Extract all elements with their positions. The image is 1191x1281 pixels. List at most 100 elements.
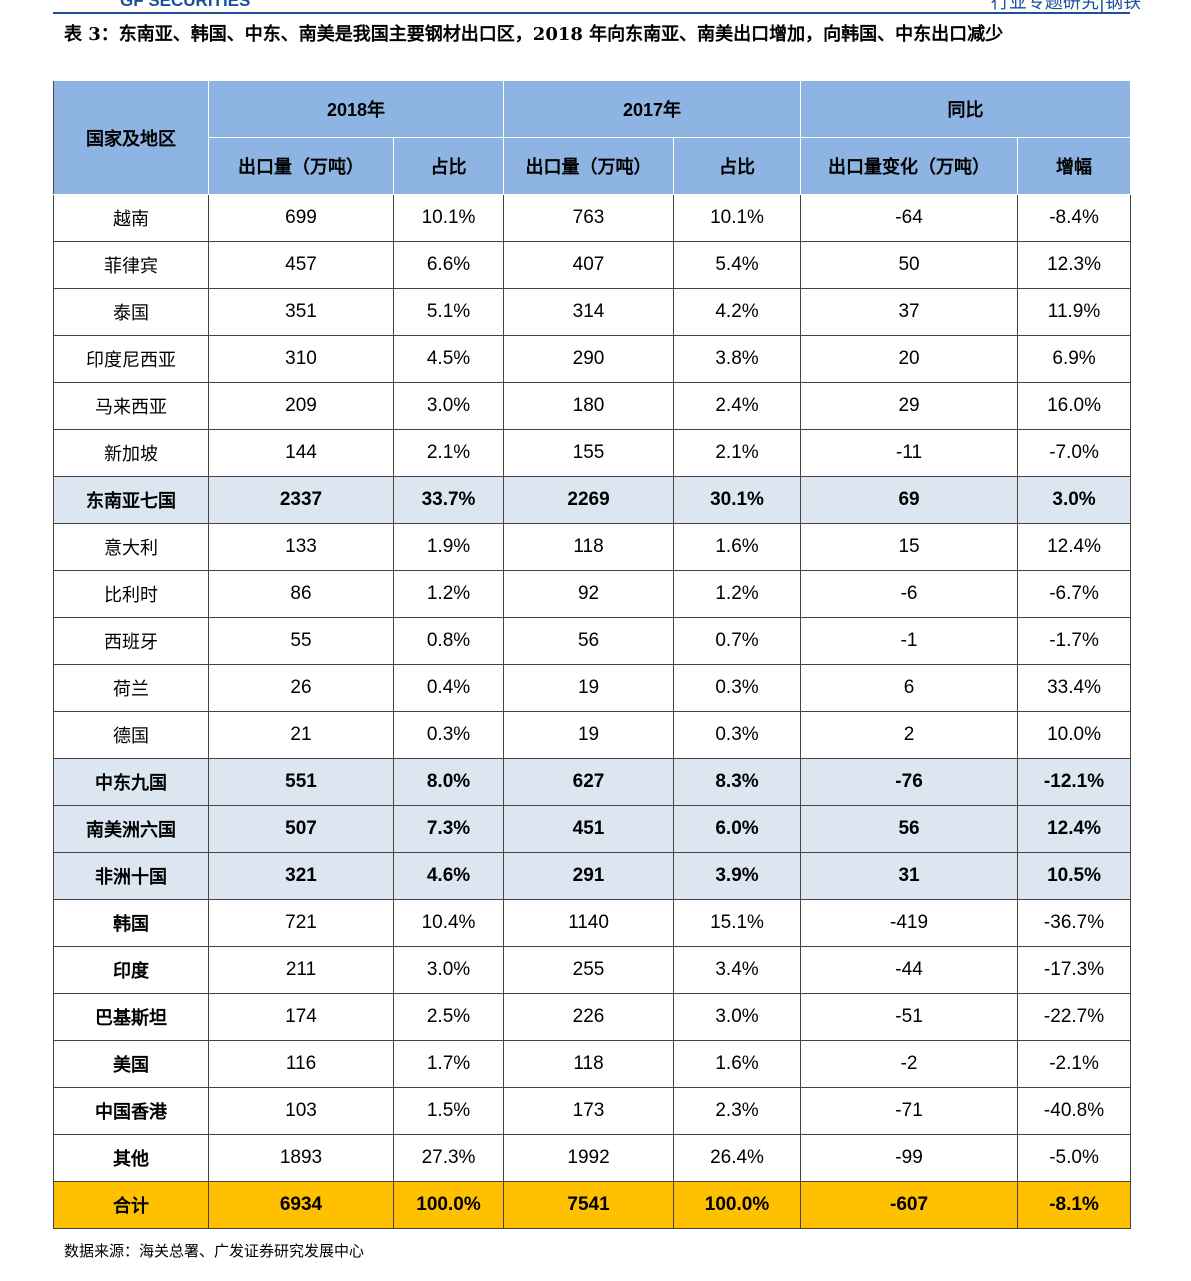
table-cell: 8.3% bbox=[673, 758, 802, 806]
table-cell: 50 bbox=[800, 241, 1019, 289]
table-cell: -7.0% bbox=[1017, 429, 1132, 477]
row-label: 西班牙 bbox=[53, 617, 209, 665]
table-cell: 6 bbox=[800, 664, 1019, 712]
table-cell: 56 bbox=[503, 617, 675, 665]
table-cell: 100.0% bbox=[673, 1181, 802, 1229]
table-cell: 15 bbox=[800, 523, 1019, 571]
table-cell: 3.8% bbox=[673, 335, 802, 383]
row-label: 新加坡 bbox=[53, 429, 209, 477]
row-label: 中东九国 bbox=[53, 758, 209, 806]
table-row: 韩国 721 10.4% 1140 15.1% -419 -36.7% bbox=[53, 899, 1132, 947]
table-cell: 2269 bbox=[503, 476, 675, 524]
table-cell: 55 bbox=[208, 617, 394, 665]
table-cell: 15.1% bbox=[673, 899, 802, 947]
table-cell: 12.4% bbox=[1017, 523, 1132, 571]
table-row: 中东九国 551 8.0% 627 8.3% -76 -12.1% bbox=[53, 758, 1132, 806]
header-row: 国家及地区 2018年 2017年 同比 bbox=[53, 80, 1132, 195]
table-cell: 3.0% bbox=[392, 382, 505, 430]
table-row: 印度尼西亚 310 4.5% 290 3.8% 20 6.9% bbox=[53, 335, 1132, 383]
row-label: 非洲十国 bbox=[53, 852, 209, 900]
table-cell: 3.4% bbox=[673, 946, 802, 994]
table-row: 意大利 133 1.9% 118 1.6% 15 12.4% bbox=[53, 523, 1132, 571]
table-cell: 721 bbox=[208, 899, 394, 947]
table-cell: 2.1% bbox=[673, 429, 802, 477]
table-cell: 3.0% bbox=[1017, 476, 1132, 524]
row-label: 巴基斯坦 bbox=[53, 993, 209, 1041]
table-cell: 763 bbox=[503, 194, 675, 242]
header-row: 出口量（万吨） 占比 出口量（万吨） 占比 出口量变化（万吨） 增幅 bbox=[54, 137, 1132, 195]
table-cell: 12.3% bbox=[1017, 241, 1132, 289]
table-cell: 33.4% bbox=[1017, 664, 1132, 712]
table-cell: 310 bbox=[208, 335, 394, 383]
table-cell: 1.5% bbox=[392, 1087, 505, 1135]
column-header: 出口量（万吨） bbox=[208, 137, 394, 195]
table-cell: 10.4% bbox=[392, 899, 505, 947]
row-label: 东南亚七国 bbox=[53, 476, 209, 524]
table-cell: 1.7% bbox=[392, 1040, 505, 1088]
table-row: 泰国 351 5.1% 314 4.2% 37 11.9% bbox=[53, 288, 1132, 336]
table-cell: -607 bbox=[800, 1181, 1019, 1229]
table-cell: 627 bbox=[503, 758, 675, 806]
table-row: 菲律宾 457 6.6% 407 5.4% 50 12.3% bbox=[53, 241, 1132, 289]
table-cell: -5.0% bbox=[1017, 1134, 1132, 1182]
table-cell: 118 bbox=[503, 1040, 675, 1088]
table-cell: 1893 bbox=[208, 1134, 394, 1182]
row-label: 美国 bbox=[53, 1040, 209, 1088]
table-cell: -419 bbox=[800, 899, 1019, 947]
corner-cell: 国家及地区 bbox=[53, 80, 209, 195]
table-row: 巴基斯坦 174 2.5% 226 3.0% -51 -22.7% bbox=[53, 993, 1132, 1041]
table-cell: 33.7% bbox=[392, 476, 505, 524]
table: 国家及地区 2018年 2017年 同比 出口量（万吨） 占比 出口量（万吨） 占比 出口量变化… bbox=[53, 80, 1132, 1229]
table-row: 西班牙 55 0.8% 56 0.7% -1 -1.7% bbox=[53, 617, 1132, 665]
table-cell: 0.8% bbox=[392, 617, 505, 665]
table-cell: 2.1% bbox=[392, 429, 505, 477]
table-cell: 291 bbox=[503, 852, 675, 900]
row-label: 越南 bbox=[53, 194, 209, 242]
table-cell: -2.1% bbox=[1017, 1040, 1132, 1088]
column-header: 占比 bbox=[673, 137, 802, 195]
table-cell: 290 bbox=[503, 335, 675, 383]
column-header: 占比 bbox=[392, 137, 505, 195]
table-row: 越南 699 10.1% 763 10.1% -64 -8.4% bbox=[53, 194, 1132, 242]
table-cell: 11.9% bbox=[1017, 288, 1132, 336]
table-row: 马来西亚 209 3.0% 180 2.4% 29 16.0% bbox=[53, 382, 1132, 430]
table-row: 德国 21 0.3% 19 0.3% 2 10.0% bbox=[53, 711, 1132, 759]
table-cell: -40.8% bbox=[1017, 1087, 1132, 1135]
table-cell: 0.3% bbox=[673, 711, 802, 759]
table-cell: 2.3% bbox=[673, 1087, 802, 1135]
source: 数据来源：海关总署、广发证券研究发展中心 bbox=[64, 1242, 365, 1260]
table-cell: 92 bbox=[503, 570, 675, 618]
table-row: 合计 6934 100.0% 7541 100.0% -607 -8.1% bbox=[53, 1181, 1132, 1229]
table-cell: 37 bbox=[800, 288, 1019, 336]
table-cell: 133 bbox=[208, 523, 394, 571]
table-row: 其他 1893 27.3% 1992 26.4% -99 -5.0% bbox=[53, 1134, 1132, 1182]
table-cell: 321 bbox=[208, 852, 394, 900]
table-cell: 451 bbox=[503, 805, 675, 853]
table-cell: 1.2% bbox=[392, 570, 505, 618]
table-cell: -64 bbox=[800, 194, 1019, 242]
table-cell: 1140 bbox=[503, 899, 675, 947]
table-row: 新加坡 144 2.1% 155 2.1% -11 -7.0% bbox=[53, 429, 1132, 477]
table-cell: 3.0% bbox=[673, 993, 802, 1041]
table-cell: 180 bbox=[503, 382, 675, 430]
row-label: 印度尼西亚 bbox=[53, 335, 209, 383]
table-cell: -11 bbox=[800, 429, 1019, 477]
table-row: 美国 116 1.7% 118 1.6% -2 -2.1% bbox=[53, 1040, 1132, 1088]
table-cell: 6934 bbox=[208, 1181, 394, 1229]
table-cell: 155 bbox=[503, 429, 675, 477]
table-cell: 2.4% bbox=[673, 382, 802, 430]
table-cell: 2 bbox=[800, 711, 1019, 759]
table-cell: -12.1% bbox=[1017, 758, 1132, 806]
table-cell: 255 bbox=[503, 946, 675, 994]
table-cell: 6.0% bbox=[673, 805, 802, 853]
table-row: 荷兰 26 0.4% 19 0.3% 6 33.4% bbox=[53, 664, 1132, 712]
table-cell: -44 bbox=[800, 946, 1019, 994]
row-label: 南美洲六国 bbox=[53, 805, 209, 853]
table-cell: 699 bbox=[208, 194, 394, 242]
table-cell: 4.5% bbox=[392, 335, 505, 383]
column-header: 增幅 bbox=[1017, 137, 1132, 195]
table-cell: 56 bbox=[800, 805, 1019, 853]
table-cell: 10.0% bbox=[1017, 711, 1132, 759]
row-label: 中国香港 bbox=[53, 1087, 209, 1135]
